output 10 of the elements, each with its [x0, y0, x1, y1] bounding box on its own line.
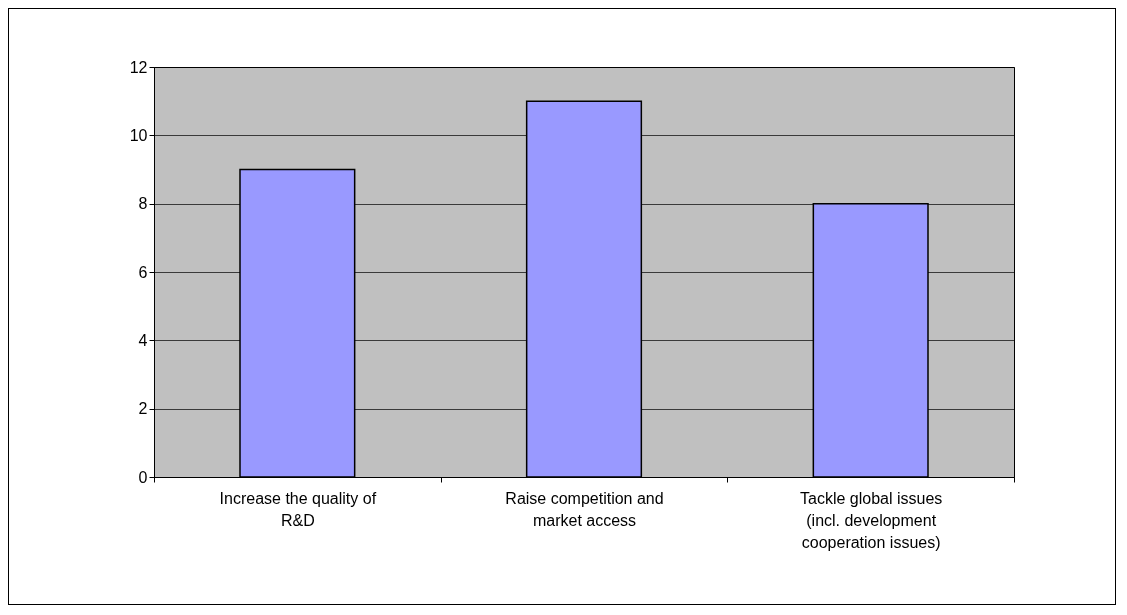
x-tick-label: Raise competition and market access: [505, 489, 664, 529]
y-tick-label: 12: [129, 58, 148, 76]
x-tick-label: Increase the quality of R&D: [219, 489, 377, 529]
y-tick-label: 0: [138, 468, 148, 486]
x-tick-label: Tackle global issues (incl. development cooperation issues): [800, 489, 943, 551]
y-tick-label: 10: [129, 126, 148, 144]
y-tick-label: 6: [138, 263, 148, 281]
y-tick-label: 4: [138, 331, 148, 349]
y-tick-label: 2: [138, 400, 148, 418]
y-tick-label: 8: [138, 195, 148, 213]
